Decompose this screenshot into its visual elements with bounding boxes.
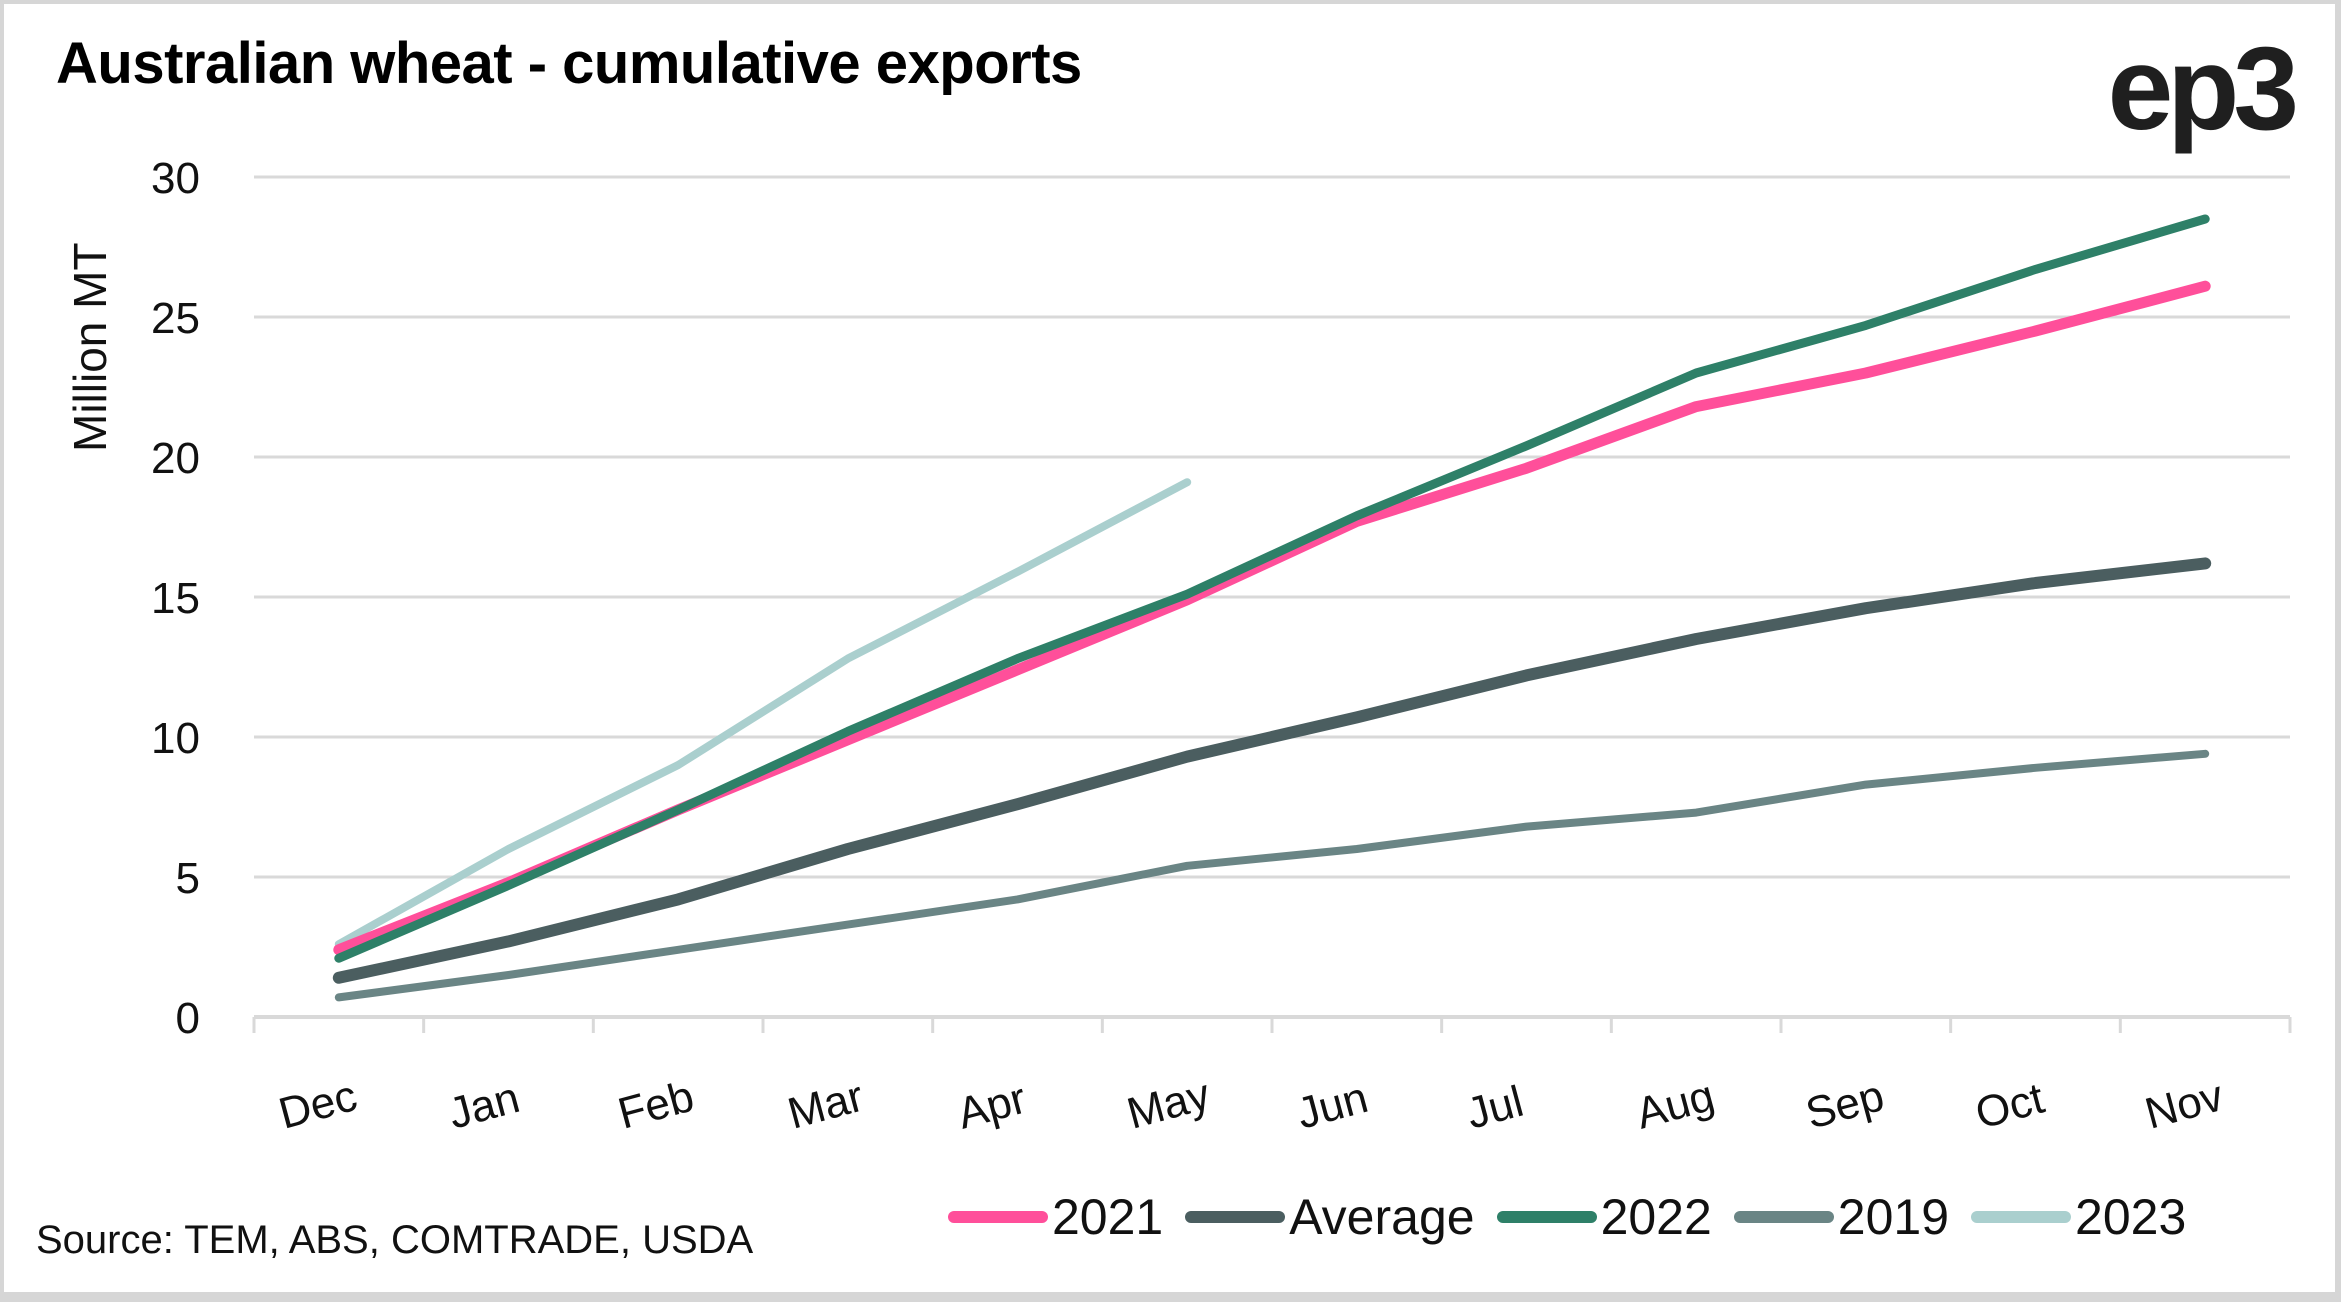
ep3-logo: ep3 bbox=[2107, 23, 2299, 155]
series-line-2019 bbox=[334, 749, 2210, 1002]
y-tick-label: 30 bbox=[151, 154, 200, 203]
x-tick-label: Sep bbox=[1801, 1071, 1889, 1139]
series-lines bbox=[332, 214, 2212, 1002]
y-tick-label: 0 bbox=[176, 994, 200, 1043]
x-tick-label: Jul bbox=[1461, 1077, 1528, 1139]
x-axis: Dec Jan Feb Mar Apr May Jun Jul Aug Sep Oct Nov bbox=[252, 1015, 2292, 1139]
x-tick-label: May bbox=[1122, 1070, 1215, 1139]
y-tick-label: 5 bbox=[176, 854, 200, 903]
y-axis-ticks: 0 5 10 15 20 25 30 bbox=[151, 154, 200, 1043]
legend-swatch bbox=[1496, 1211, 1597, 1223]
legend-swatch bbox=[1185, 1211, 1286, 1223]
source-note: Source: TEM, ABS, COMTRADE, USDA bbox=[36, 1218, 754, 1262]
chart-title: Australian wheat - cumulative exports bbox=[56, 31, 1082, 96]
legend-item-2021: 2021 bbox=[948, 1188, 1163, 1246]
series-line-average bbox=[332, 557, 2212, 984]
legend-label: 2019 bbox=[1837, 1189, 1950, 1245]
x-tick-label: Dec bbox=[274, 1071, 362, 1139]
legend-item-2022: 2022 bbox=[1496, 1188, 1712, 1246]
series-line-2023 bbox=[334, 478, 1192, 949]
x-tick-label: Jun bbox=[1292, 1073, 1373, 1139]
legend-label: 2023 bbox=[2075, 1189, 2187, 1245]
x-tick-label: Mar bbox=[783, 1072, 869, 1139]
y-tick-label: 10 bbox=[151, 714, 200, 763]
legend: 2021 Average 2022 2019 2023 bbox=[948, 1188, 2208, 1246]
x-tick-label: Feb bbox=[613, 1072, 699, 1139]
legend-label: 2021 bbox=[1052, 1189, 1164, 1245]
y-tick-label: 15 bbox=[151, 574, 200, 623]
y-axis-label: Million MT bbox=[64, 242, 116, 452]
legend-swatch bbox=[948, 1211, 1048, 1223]
legend-swatch bbox=[1971, 1211, 2072, 1223]
series-line-2021 bbox=[333, 280, 2211, 956]
x-tick-label: Oct bbox=[1970, 1074, 2049, 1139]
x-tick-label: Jan bbox=[443, 1073, 524, 1139]
x-tick-label: Apr bbox=[952, 1074, 1031, 1139]
y-tick-label: 20 bbox=[151, 434, 200, 483]
y-tick-label: 25 bbox=[151, 294, 200, 343]
x-tick-label: Nov bbox=[2140, 1071, 2228, 1139]
legend-item-2019: 2019 bbox=[1733, 1188, 1950, 1246]
legend-item-2023: 2023 bbox=[1971, 1188, 2186, 1246]
legend-label: 2022 bbox=[1600, 1189, 1712, 1245]
legend-label: Average bbox=[1289, 1189, 1475, 1245]
series-line-2022 bbox=[334, 214, 2210, 963]
legend-swatch bbox=[1733, 1211, 1834, 1223]
legend-item-average: Average bbox=[1185, 1188, 1475, 1246]
x-tick-label: Aug bbox=[1631, 1071, 1719, 1139]
